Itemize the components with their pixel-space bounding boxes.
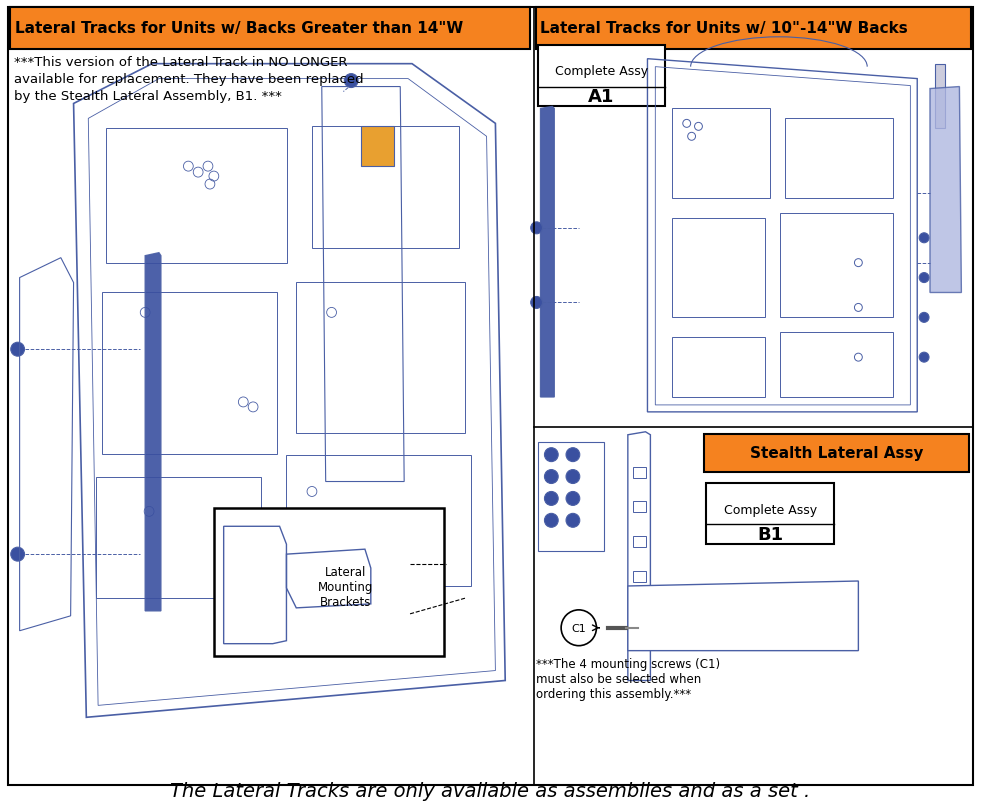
Circle shape bbox=[531, 223, 542, 234]
Polygon shape bbox=[361, 128, 394, 167]
Circle shape bbox=[919, 233, 929, 244]
Polygon shape bbox=[145, 253, 161, 611]
Circle shape bbox=[919, 313, 929, 323]
Circle shape bbox=[11, 548, 25, 561]
Circle shape bbox=[531, 297, 542, 309]
Text: C1: C1 bbox=[571, 623, 586, 633]
FancyBboxPatch shape bbox=[704, 434, 969, 472]
Circle shape bbox=[566, 470, 580, 484]
Circle shape bbox=[919, 353, 929, 363]
Polygon shape bbox=[935, 65, 945, 129]
Text: Complete Assy: Complete Assy bbox=[724, 503, 817, 516]
FancyBboxPatch shape bbox=[10, 8, 530, 50]
Polygon shape bbox=[628, 432, 650, 681]
Polygon shape bbox=[541, 107, 554, 398]
Circle shape bbox=[919, 273, 929, 283]
Text: available for replacement. They have been replaced: available for replacement. They have bee… bbox=[14, 73, 363, 86]
Circle shape bbox=[544, 470, 558, 484]
Circle shape bbox=[566, 492, 580, 506]
Text: Lateral Tracks for Units w/ Backs Greater than 14"W: Lateral Tracks for Units w/ Backs Greate… bbox=[15, 22, 463, 36]
Text: Lateral
Mounting
Brackets: Lateral Mounting Brackets bbox=[318, 565, 373, 609]
Text: ordering this assembly.***: ordering this assembly.*** bbox=[536, 687, 691, 700]
FancyBboxPatch shape bbox=[536, 8, 971, 50]
Circle shape bbox=[566, 448, 580, 462]
Polygon shape bbox=[930, 87, 961, 293]
Text: by the Stealth Lateral Assembly, B1. ***: by the Stealth Lateral Assembly, B1. *** bbox=[14, 90, 282, 103]
Text: B1: B1 bbox=[757, 525, 783, 544]
Text: Complete Assy: Complete Assy bbox=[555, 65, 648, 78]
Text: Lateral Tracks for Units w/ 10"-14"W Backs: Lateral Tracks for Units w/ 10"-14"W Bac… bbox=[540, 22, 907, 36]
Circle shape bbox=[544, 514, 558, 528]
Text: The Lateral Tracks are only available as assemblies and as a set .: The Lateral Tracks are only available as… bbox=[170, 781, 811, 800]
Circle shape bbox=[11, 342, 25, 357]
Text: ***The 4 mounting screws (C1): ***The 4 mounting screws (C1) bbox=[536, 658, 720, 670]
Polygon shape bbox=[628, 581, 858, 651]
Circle shape bbox=[544, 448, 558, 462]
Text: must also be selected when: must also be selected when bbox=[536, 672, 701, 685]
Text: ***This version of the Lateral Track in NO LONGER: ***This version of the Lateral Track in … bbox=[14, 56, 347, 69]
FancyBboxPatch shape bbox=[538, 46, 665, 107]
Text: Stealth Lateral Assy: Stealth Lateral Assy bbox=[750, 446, 924, 460]
Circle shape bbox=[544, 492, 558, 506]
FancyBboxPatch shape bbox=[706, 483, 834, 545]
Circle shape bbox=[344, 75, 358, 88]
Circle shape bbox=[566, 514, 580, 528]
Text: A1: A1 bbox=[588, 88, 615, 107]
FancyBboxPatch shape bbox=[214, 508, 444, 656]
